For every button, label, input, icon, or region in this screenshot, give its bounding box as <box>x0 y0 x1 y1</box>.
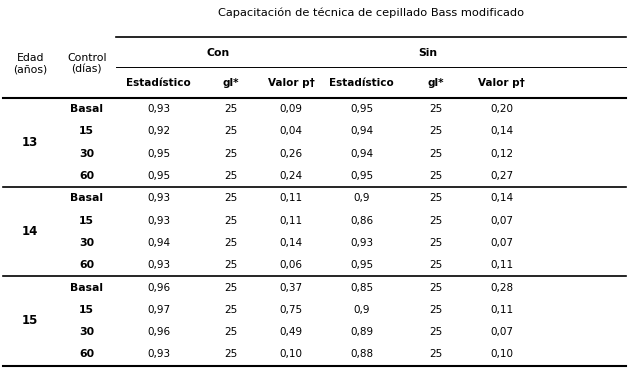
Text: Basal: Basal <box>70 104 103 114</box>
Text: 25: 25 <box>225 327 238 337</box>
Text: 0,94: 0,94 <box>147 238 170 248</box>
Text: 25: 25 <box>429 149 442 159</box>
Text: 25: 25 <box>225 149 238 159</box>
Text: 0,12: 0,12 <box>490 149 513 159</box>
Text: Valor p†: Valor p† <box>267 78 314 88</box>
Text: 0,86: 0,86 <box>350 216 373 226</box>
Text: 0,11: 0,11 <box>490 305 513 315</box>
Text: 25: 25 <box>225 305 238 315</box>
Text: 15: 15 <box>79 216 94 226</box>
Text: Con: Con <box>207 47 230 58</box>
Text: 0,93: 0,93 <box>147 260 170 270</box>
Text: 25: 25 <box>429 283 442 293</box>
Text: 0,95: 0,95 <box>350 171 373 181</box>
Text: 30: 30 <box>79 238 94 248</box>
Text: 0,96: 0,96 <box>147 283 170 293</box>
Text: 0,93: 0,93 <box>147 349 170 359</box>
Text: 30: 30 <box>79 327 94 337</box>
Text: 13: 13 <box>22 136 38 149</box>
Text: 0,10: 0,10 <box>490 349 513 359</box>
Text: 0,94: 0,94 <box>350 127 373 137</box>
Text: 25: 25 <box>429 127 442 137</box>
Text: 0,49: 0,49 <box>279 327 303 337</box>
Text: 0,89: 0,89 <box>350 327 373 337</box>
Text: 25: 25 <box>225 194 238 204</box>
Text: 25: 25 <box>429 104 442 114</box>
Text: 25: 25 <box>429 194 442 204</box>
Text: 0,11: 0,11 <box>490 260 513 270</box>
Text: Estadístico: Estadístico <box>126 78 191 88</box>
Text: 14: 14 <box>22 225 38 238</box>
Text: 15: 15 <box>79 127 94 137</box>
Text: 25: 25 <box>429 171 442 181</box>
Text: 15: 15 <box>79 305 94 315</box>
Text: 0,95: 0,95 <box>350 104 373 114</box>
Text: 0,11: 0,11 <box>279 194 303 204</box>
Text: Valor p†: Valor p† <box>478 78 525 88</box>
Text: 0,95: 0,95 <box>147 171 170 181</box>
Text: 25: 25 <box>225 171 238 181</box>
Text: 0,14: 0,14 <box>279 238 303 248</box>
Text: 25: 25 <box>429 260 442 270</box>
Text: 25: 25 <box>225 104 238 114</box>
Text: 0,28: 0,28 <box>490 283 513 293</box>
Text: 25: 25 <box>225 349 238 359</box>
Text: Basal: Basal <box>70 194 103 204</box>
Text: 0,27: 0,27 <box>490 171 513 181</box>
Text: 0,9: 0,9 <box>353 305 370 315</box>
Text: Basal: Basal <box>70 283 103 293</box>
Text: 0,9: 0,9 <box>353 194 370 204</box>
Text: gl*: gl* <box>223 78 240 88</box>
Text: gl*: gl* <box>427 78 444 88</box>
Text: 0,24: 0,24 <box>279 171 303 181</box>
Text: 0,04: 0,04 <box>279 127 303 137</box>
Text: 25: 25 <box>429 216 442 226</box>
Text: 0,37: 0,37 <box>279 283 303 293</box>
Text: 60: 60 <box>79 171 94 181</box>
Text: 60: 60 <box>79 349 94 359</box>
Text: Edad
(años): Edad (años) <box>13 53 47 75</box>
Text: Sin: Sin <box>418 47 437 58</box>
Text: 0,14: 0,14 <box>490 194 513 204</box>
Text: 0,07: 0,07 <box>490 238 513 248</box>
Text: 25: 25 <box>429 327 442 337</box>
Text: 0,75: 0,75 <box>279 305 303 315</box>
Text: 0,09: 0,09 <box>279 104 303 114</box>
Text: 0,95: 0,95 <box>350 260 373 270</box>
Text: 15: 15 <box>22 314 38 327</box>
Text: 0,93: 0,93 <box>147 194 170 204</box>
Text: 0,26: 0,26 <box>279 149 303 159</box>
Text: 25: 25 <box>225 283 238 293</box>
Text: 0,94: 0,94 <box>350 149 373 159</box>
Text: 25: 25 <box>429 349 442 359</box>
Text: 0,97: 0,97 <box>147 305 170 315</box>
Text: 25: 25 <box>225 127 238 137</box>
Text: 0,11: 0,11 <box>279 216 303 226</box>
Text: Control
(días): Control (días) <box>67 53 106 75</box>
Text: 60: 60 <box>79 260 94 270</box>
Text: 0,93: 0,93 <box>147 104 170 114</box>
Text: 0,92: 0,92 <box>147 127 170 137</box>
Text: 0,10: 0,10 <box>279 349 303 359</box>
Text: 25: 25 <box>429 305 442 315</box>
Text: 30: 30 <box>79 149 94 159</box>
Text: 0,93: 0,93 <box>147 216 170 226</box>
Text: 0,07: 0,07 <box>490 216 513 226</box>
Text: 0,06: 0,06 <box>279 260 303 270</box>
Text: 0,07: 0,07 <box>490 327 513 337</box>
Text: 0,88: 0,88 <box>350 349 373 359</box>
Text: Estadístico: Estadístico <box>330 78 394 88</box>
Text: 0,85: 0,85 <box>350 283 373 293</box>
Text: 0,20: 0,20 <box>490 104 513 114</box>
Text: 25: 25 <box>429 238 442 248</box>
Text: 0,14: 0,14 <box>490 127 513 137</box>
Text: Capacitación de técnica de cepillado Bass modificado: Capacitación de técnica de cepillado Bas… <box>218 8 524 18</box>
Text: 0,93: 0,93 <box>350 238 373 248</box>
Text: 0,96: 0,96 <box>147 327 170 337</box>
Text: 0,95: 0,95 <box>147 149 170 159</box>
Text: 25: 25 <box>225 238 238 248</box>
Text: 25: 25 <box>225 216 238 226</box>
Text: 25: 25 <box>225 260 238 270</box>
